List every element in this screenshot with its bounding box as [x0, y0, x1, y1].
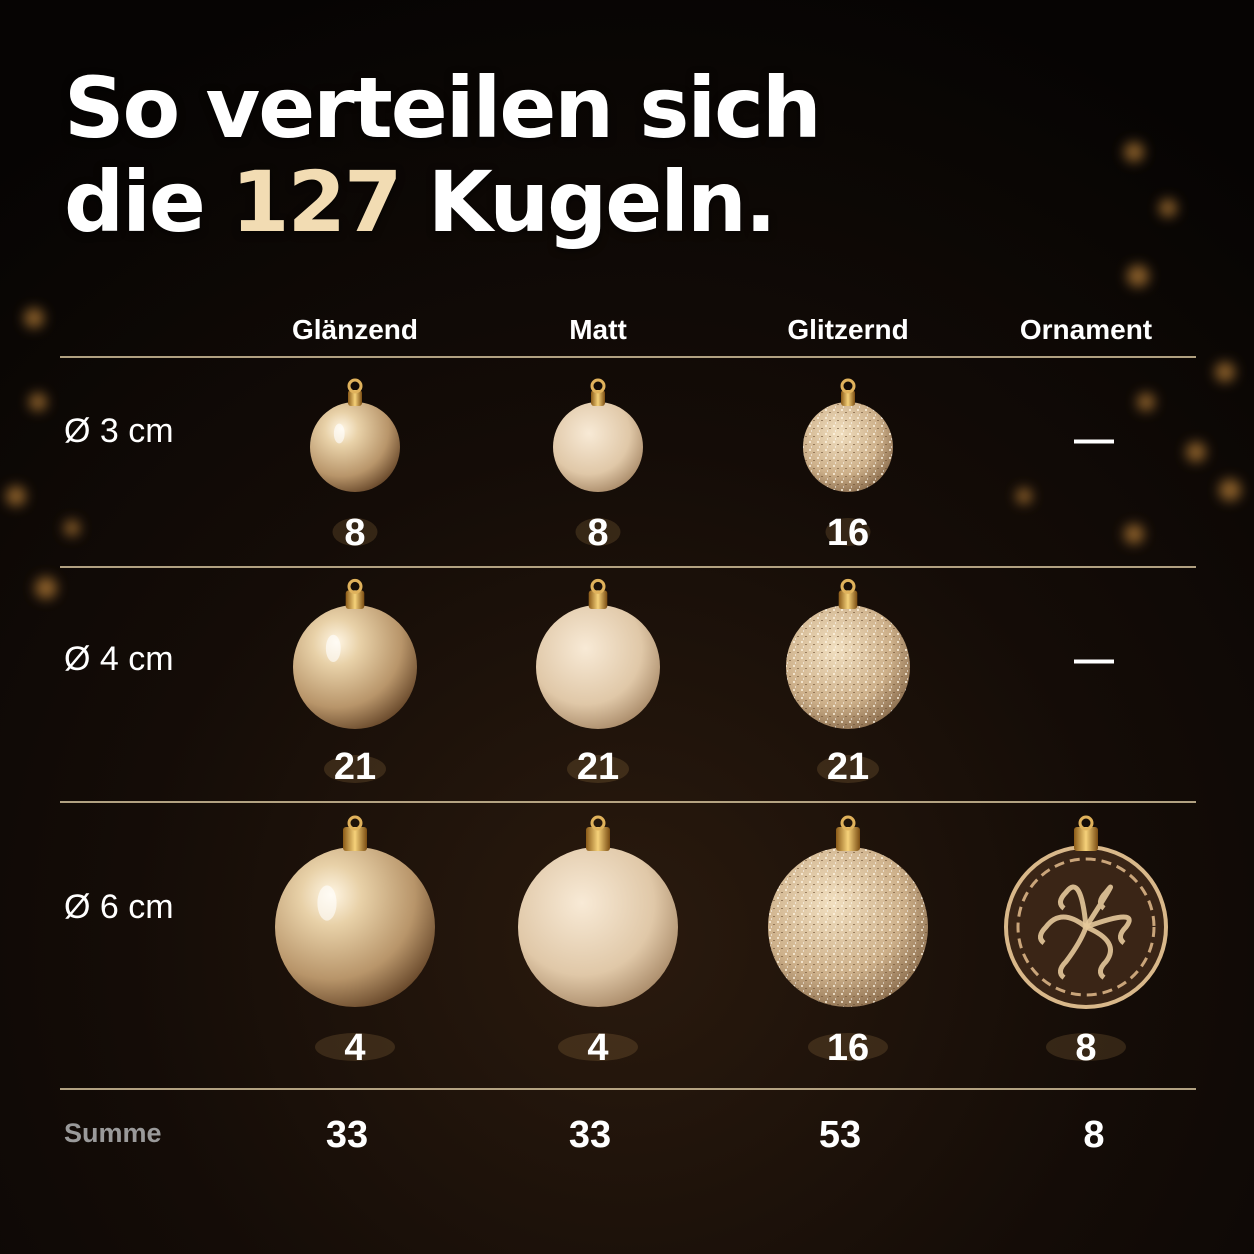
reflection — [315, 1033, 395, 1061]
divider — [60, 356, 1196, 358]
loop — [840, 815, 856, 831]
count: 21 — [576, 746, 620, 788]
ornament-ball — [536, 578, 660, 783]
cap — [836, 827, 860, 851]
title-highlight: 127 — [231, 153, 402, 251]
ornament-ball — [518, 815, 678, 1061]
loop — [347, 815, 363, 831]
divider — [60, 801, 1196, 803]
ball — [518, 847, 678, 1007]
count: 4 — [587, 1027, 609, 1069]
count: 21 — [826, 746, 870, 788]
row-label: Ø 3 cm — [64, 412, 174, 450]
cap — [586, 827, 610, 851]
ornament-ball — [803, 378, 893, 546]
ornament-ball — [275, 815, 435, 1061]
glitter — [768, 847, 928, 1007]
ornament-ball — [1004, 815, 1168, 1061]
loop — [590, 378, 606, 394]
total-count: 53 — [818, 1114, 862, 1156]
swirl — [1058, 884, 1089, 928]
loop — [840, 578, 856, 594]
empty-cell: — — [1074, 637, 1114, 681]
title-line: So verteilen sich — [64, 59, 822, 157]
ball — [536, 605, 660, 729]
loop — [590, 578, 606, 594]
glitter — [786, 605, 910, 729]
ball — [293, 605, 417, 729]
loop — [840, 378, 856, 394]
row-label: Ø 4 cm — [64, 640, 174, 678]
swirl — [1038, 914, 1088, 945]
swirl — [1083, 884, 1113, 929]
title-text: die — [64, 153, 206, 251]
reflection — [1046, 1033, 1126, 1061]
row-label: Ø 6 cm — [64, 888, 174, 926]
divider — [60, 1088, 1196, 1090]
ball — [553, 402, 643, 492]
column-header: Glitzernd — [787, 314, 909, 345]
highlight — [333, 423, 345, 444]
ornament-ball — [553, 378, 643, 546]
ring — [1016, 857, 1156, 997]
ball — [275, 847, 435, 1007]
reflection — [575, 518, 621, 546]
cap — [841, 390, 855, 406]
ornament-ball — [310, 378, 400, 546]
ornament-ball — [768, 815, 928, 1061]
cap — [591, 390, 605, 406]
reflection — [324, 755, 386, 783]
column-header: Matt — [569, 314, 627, 345]
highlight — [325, 634, 341, 663]
loop — [590, 815, 606, 831]
cap — [348, 390, 362, 406]
divider — [60, 566, 1196, 568]
swirl — [1058, 926, 1089, 980]
ball — [310, 402, 400, 492]
cap — [588, 590, 608, 609]
reflection — [558, 1033, 638, 1061]
reflection — [808, 1033, 888, 1061]
reflection — [332, 518, 378, 546]
ornament-ball — [293, 578, 417, 783]
loop — [347, 578, 363, 594]
column-header: Ornament — [1019, 314, 1153, 345]
count: 8 — [587, 512, 609, 554]
count: 8 — [344, 512, 366, 554]
title-line: die 127 Kugeln. — [64, 160, 777, 244]
total-count: 8 — [1083, 1114, 1105, 1156]
glitter — [803, 402, 893, 492]
reflection — [825, 518, 871, 546]
swirl — [1085, 924, 1113, 980]
total-count: 33 — [568, 1114, 612, 1156]
cap — [838, 590, 858, 609]
swirl — [1085, 914, 1132, 945]
loop — [347, 378, 363, 394]
total-label: Summe — [64, 1118, 162, 1148]
count: 8 — [1075, 1027, 1097, 1069]
reflection — [567, 755, 629, 783]
column-header: Glänzend — [291, 314, 419, 345]
reflection — [817, 755, 879, 783]
total-count: 33 — [325, 1114, 369, 1156]
highlight — [317, 885, 337, 921]
count: 16 — [826, 512, 870, 554]
cap — [343, 827, 367, 851]
title-text: Kugeln. — [427, 153, 777, 251]
count: 21 — [333, 746, 377, 788]
empty-cell: — — [1074, 417, 1114, 461]
cap — [1074, 827, 1098, 851]
loop — [1078, 815, 1094, 831]
cap — [345, 590, 365, 609]
ornament-ball — [786, 578, 910, 783]
count: 16 — [826, 1027, 870, 1069]
count: 4 — [344, 1027, 366, 1069]
